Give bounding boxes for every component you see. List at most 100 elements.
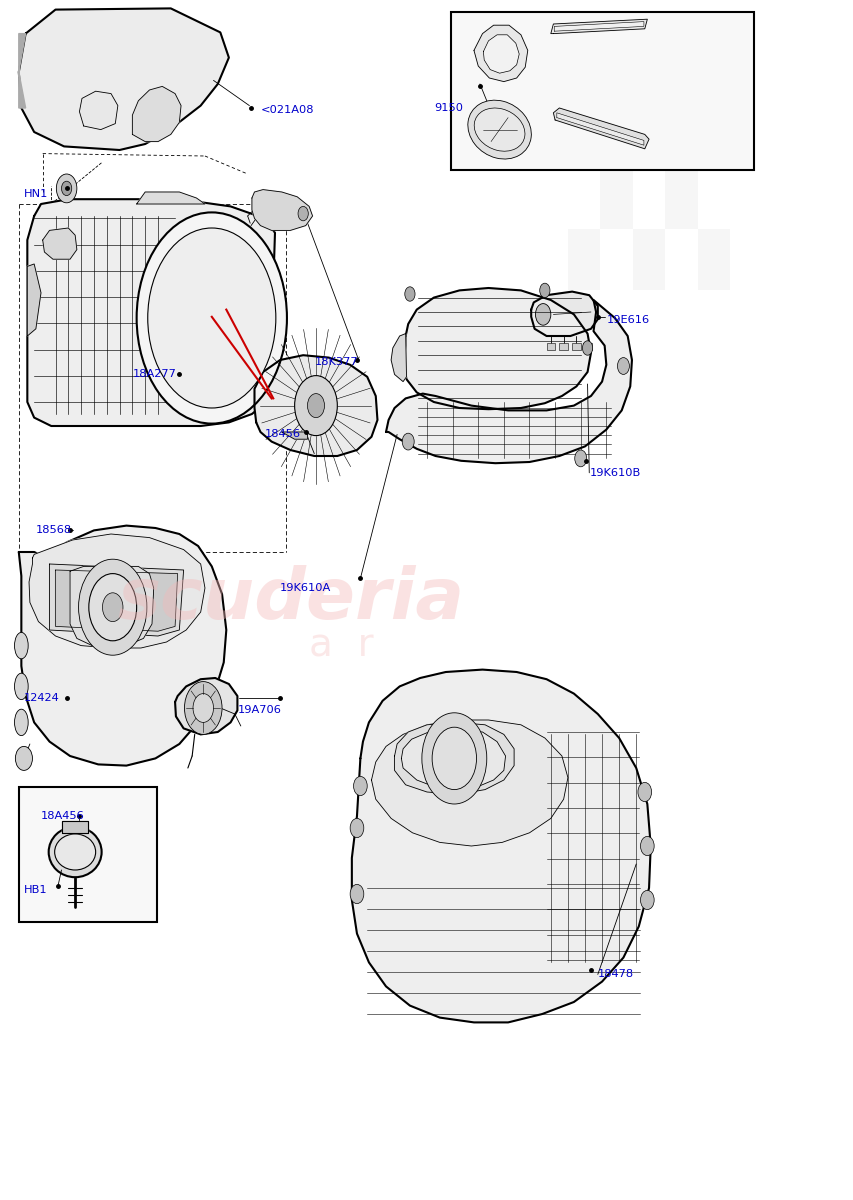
Polygon shape [553, 108, 648, 149]
Polygon shape [401, 730, 505, 790]
Polygon shape [27, 199, 275, 426]
Polygon shape [254, 355, 377, 456]
Circle shape [539, 283, 549, 298]
Polygon shape [371, 720, 567, 846]
Bar [632, 106, 664, 167]
Polygon shape [394, 722, 514, 794]
Polygon shape [252, 190, 312, 230]
Circle shape [307, 394, 324, 418]
Text: 18478: 18478 [597, 970, 633, 979]
Polygon shape [550, 19, 647, 34]
Text: 18456: 18456 [264, 430, 300, 439]
Bar [567, 229, 600, 290]
Polygon shape [19, 8, 229, 150]
Text: 12424: 12424 [24, 694, 60, 703]
Text: HB1: HB1 [24, 886, 48, 895]
Polygon shape [483, 35, 519, 73]
Circle shape [78, 559, 147, 655]
Text: 9150: 9150 [433, 103, 462, 113]
Bar [546, 343, 554, 350]
Circle shape [402, 433, 414, 450]
Circle shape [637, 782, 651, 802]
Polygon shape [175, 678, 237, 734]
Polygon shape [27, 264, 41, 336]
Circle shape [15, 746, 32, 770]
Polygon shape [49, 564, 183, 636]
Bar [600, 167, 632, 229]
Text: 18568: 18568 [36, 526, 72, 535]
Text: 19A706: 19A706 [237, 706, 281, 715]
Text: scuderia: scuderia [117, 565, 463, 635]
Circle shape [102, 593, 123, 622]
Bar [567, 106, 600, 167]
Polygon shape [473, 25, 527, 82]
Text: 18A456: 18A456 [41, 811, 84, 821]
Polygon shape [531, 292, 597, 336]
Bar [697, 106, 729, 167]
Polygon shape [554, 22, 643, 31]
Ellipse shape [55, 834, 96, 870]
Polygon shape [19, 526, 226, 766]
Polygon shape [55, 570, 177, 631]
Circle shape [193, 694, 213, 722]
Circle shape [582, 341, 592, 355]
Bar [450, 12, 753, 170]
Bar [697, 229, 729, 290]
Polygon shape [281, 432, 307, 439]
Polygon shape [62, 821, 88, 833]
Text: 19K610B: 19K610B [589, 468, 640, 478]
Circle shape [640, 836, 653, 856]
Circle shape [56, 174, 77, 203]
Text: HN1: HN1 [24, 190, 49, 199]
Circle shape [294, 376, 337, 436]
Circle shape [421, 713, 486, 804]
Bar [600, 44, 632, 106]
Circle shape [298, 206, 308, 221]
Bar [632, 229, 664, 290]
Bar [664, 167, 697, 229]
Circle shape [61, 181, 72, 196]
Ellipse shape [15, 632, 28, 659]
Circle shape [432, 727, 476, 790]
Bar [583, 343, 591, 350]
Circle shape [350, 884, 363, 904]
Ellipse shape [473, 108, 525, 151]
Text: a  r: a r [309, 626, 374, 665]
Circle shape [640, 890, 653, 910]
Text: 18K377: 18K377 [314, 358, 357, 367]
Polygon shape [351, 670, 650, 1022]
Circle shape [353, 776, 367, 796]
Circle shape [617, 358, 629, 374]
Circle shape [184, 682, 222, 734]
Polygon shape [70, 566, 154, 646]
Polygon shape [403, 288, 590, 409]
Polygon shape [132, 86, 181, 142]
Circle shape [148, 228, 276, 408]
Polygon shape [386, 300, 631, 463]
Ellipse shape [15, 673, 28, 700]
Polygon shape [19, 34, 26, 108]
Text: 18A277: 18A277 [132, 370, 176, 379]
Circle shape [136, 212, 287, 424]
Circle shape [535, 304, 550, 325]
Polygon shape [43, 228, 77, 259]
Polygon shape [556, 113, 643, 145]
Text: 19K610A: 19K610A [280, 583, 331, 593]
Bar [572, 343, 580, 350]
Circle shape [574, 450, 586, 467]
Bar [664, 44, 697, 106]
Polygon shape [79, 91, 118, 130]
Circle shape [89, 574, 136, 641]
Circle shape [350, 818, 363, 838]
Polygon shape [391, 334, 406, 382]
Ellipse shape [49, 827, 102, 877]
Circle shape [404, 287, 415, 301]
Bar [559, 343, 567, 350]
Polygon shape [136, 192, 205, 204]
Text: <021A08: <021A08 [260, 106, 314, 115]
Ellipse shape [15, 709, 28, 736]
Polygon shape [29, 534, 205, 648]
Text: 19E616: 19E616 [606, 316, 648, 325]
Ellipse shape [467, 100, 531, 160]
Bar [19, 787, 157, 922]
